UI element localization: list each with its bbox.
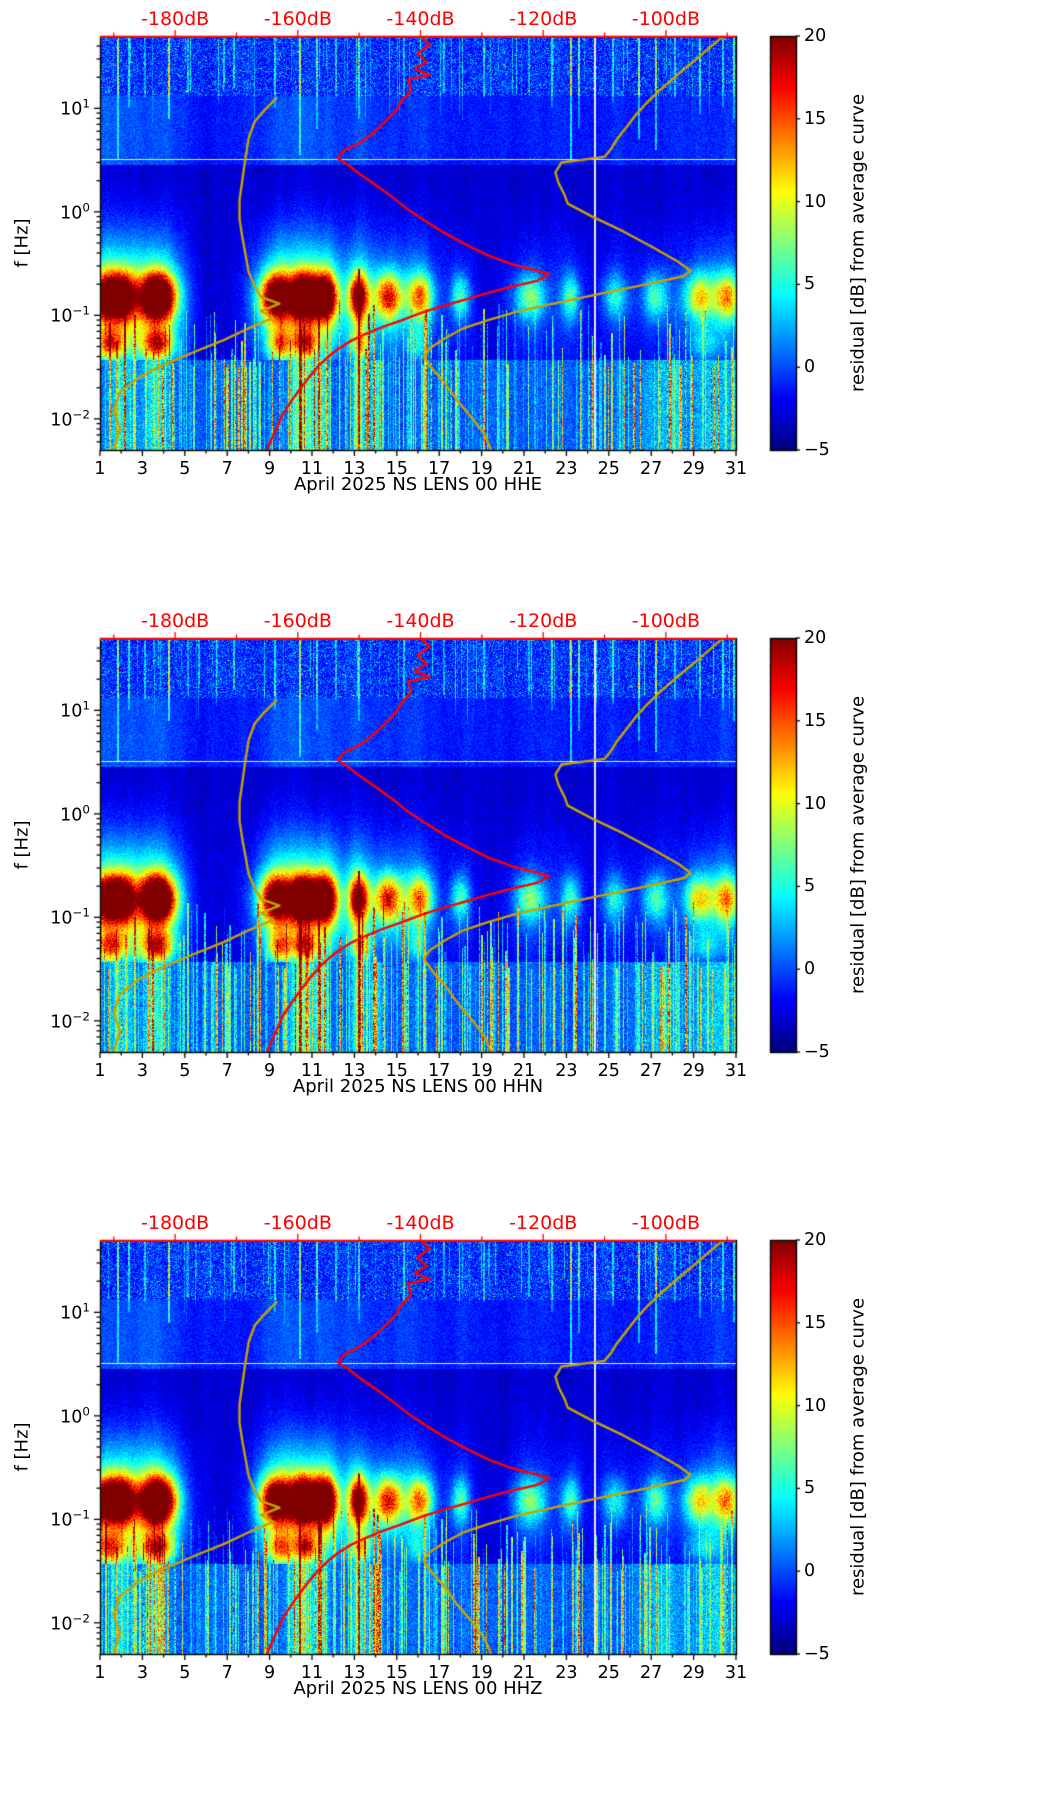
spectrogram-canvas-hhn (0, 602, 1052, 1204)
spectrogram-canvas-hhz (0, 1204, 1052, 1806)
spectrogram-panel-hhz: f [Hz] April 2025 NS LENS 00 HHZ residua… (0, 1204, 1052, 1806)
spectrogram-panel-hhe: f [Hz] April 2025 NS LENS 00 HHE residua… (0, 0, 1052, 602)
spectrogram-panel-hhn: f [Hz] April 2025 NS LENS 00 HHN residua… (0, 602, 1052, 1204)
spectrogram-canvas-hhe (0, 0, 1052, 602)
